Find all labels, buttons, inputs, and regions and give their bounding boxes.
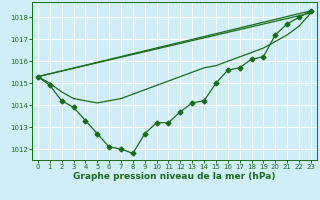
- X-axis label: Graphe pression niveau de la mer (hPa): Graphe pression niveau de la mer (hPa): [73, 172, 276, 181]
